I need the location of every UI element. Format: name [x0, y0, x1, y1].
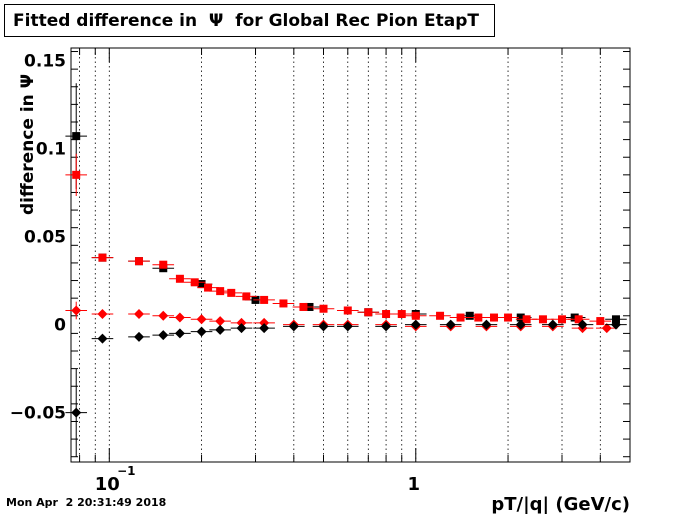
data-point [159, 260, 168, 269]
data-point [288, 321, 299, 332]
data-point [538, 315, 547, 324]
data-point [596, 317, 605, 326]
data-point [158, 330, 169, 341]
data-point [134, 257, 143, 266]
axis-ticks [71, 48, 631, 462]
data-point [342, 321, 353, 332]
data-point [215, 316, 226, 327]
data-point [410, 319, 421, 330]
data-point [279, 299, 288, 308]
series-1 [65, 153, 612, 326]
data-point [98, 253, 107, 262]
y-axis-label: difference in Ψ [18, 74, 38, 215]
data-point [343, 306, 352, 315]
data-point [465, 311, 474, 320]
data-point [558, 315, 567, 324]
grid-lines [79, 48, 631, 462]
data-point [574, 315, 583, 324]
y-tick-label: 0.05 [24, 228, 66, 248]
data-point [242, 292, 251, 301]
tick-labels: −0.05 0 0.05 0.1 0.15 10−1 1 [10, 51, 420, 495]
data-point [158, 310, 169, 321]
data-point [72, 132, 81, 141]
data-point [364, 308, 373, 317]
data-point [259, 317, 270, 328]
data-point [474, 313, 483, 322]
data-point [382, 310, 391, 319]
data-point [299, 302, 308, 311]
data-point [318, 321, 329, 332]
data-point [610, 319, 621, 330]
x-tick-label: 1 [408, 474, 421, 495]
data-point [174, 312, 185, 323]
data-point [481, 319, 492, 330]
y-tick-label: −0.05 [10, 404, 66, 424]
data-point [71, 305, 82, 316]
data-point [601, 323, 612, 334]
data-point [97, 333, 108, 344]
data-point [97, 309, 108, 320]
data-point [381, 321, 392, 332]
data-point [175, 274, 184, 283]
data-point [522, 315, 531, 324]
data-point [456, 313, 465, 322]
data-point [397, 310, 406, 319]
series-0 [65, 83, 627, 324]
y-tick-label: 0.15 [24, 51, 66, 71]
data-point [133, 309, 144, 320]
data-point [547, 319, 558, 330]
series-2 [65, 301, 618, 334]
y-tick-label: 0.1 [36, 139, 66, 159]
data-point [504, 313, 513, 322]
data-point [516, 313, 525, 322]
data-point [215, 324, 226, 335]
y-tick-label: 0 [54, 316, 66, 336]
data-point [319, 304, 328, 313]
data-point [196, 314, 207, 325]
data-point [611, 315, 620, 324]
data-point [436, 311, 445, 320]
data-point [577, 319, 588, 330]
data-point [71, 407, 82, 418]
data-point [196, 326, 207, 337]
series-3 [65, 319, 627, 457]
data-point [216, 287, 225, 296]
x-axis-label: pT/|q| (GeV/c) [491, 494, 630, 514]
data-point [260, 295, 269, 304]
data-point [190, 278, 199, 287]
data-point [445, 319, 456, 330]
data-point [236, 317, 247, 328]
chart-title: Fitted difference in Ψ for Global Rec Pi… [13, 10, 479, 31]
data-point [72, 170, 81, 179]
data-point [259, 323, 270, 334]
data-point [204, 283, 213, 292]
data-point [197, 280, 206, 289]
data-point [515, 319, 526, 330]
data-point [133, 331, 144, 342]
x-tick-label: 10 [95, 474, 120, 495]
data-point [227, 288, 236, 297]
data-series [65, 83, 627, 457]
x-tick-label-exponent: −1 [117, 464, 135, 478]
timestamp-label: Mon Apr 2 20:31:49 2018 [6, 496, 167, 509]
data-point [490, 313, 499, 322]
data-point [411, 311, 420, 320]
plot-frame [70, 47, 631, 463]
data-point [174, 328, 185, 339]
chart-title-box: Fitted difference in Ψ for Global Rec Pi… [4, 4, 495, 37]
data-point [236, 323, 247, 334]
